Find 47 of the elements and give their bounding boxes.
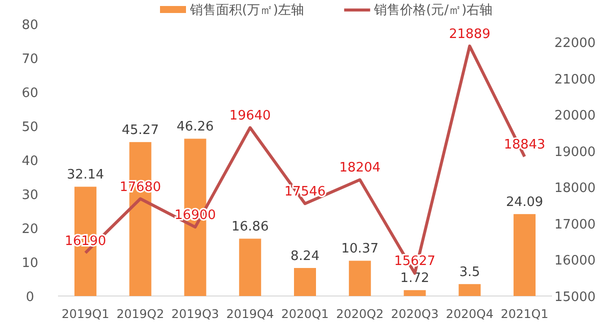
y2-tick-label: 21000 — [554, 72, 596, 88]
data-label: 16.86 — [232, 220, 269, 235]
data-label: 21889 — [448, 27, 490, 42]
bar — [514, 214, 536, 296]
data-label: 46.26 — [176, 120, 214, 135]
data-label: 16900 — [174, 208, 216, 224]
y2-tick-label: 16000 — [554, 254, 596, 269]
y-tick-label: 80 — [22, 18, 38, 33]
y-tick-label: 30 — [22, 188, 38, 203]
data-label: 8.24 — [290, 248, 320, 264]
data-label: 3.5 — [459, 265, 480, 280]
y2-tick-label: 17000 — [554, 217, 596, 232]
data-label: 10.37 — [341, 242, 378, 257]
bar — [458, 284, 481, 296]
y-tick-label: 50 — [22, 120, 38, 135]
y-tick-label: 40 — [22, 154, 38, 169]
y-tick-label: 10 — [22, 256, 38, 271]
y-tick-label: 70 — [22, 52, 38, 67]
x-tick-label: 2019Q1 — [62, 307, 110, 321]
y2-tick-label: 19000 — [554, 144, 596, 160]
data-label: 18204 — [339, 160, 381, 176]
x-tick-label: 2019Q2 — [116, 307, 164, 321]
y-tick-label: 0 — [26, 290, 34, 305]
data-label: 24.09 — [506, 195, 544, 210]
data-label: 45.27 — [122, 123, 159, 138]
bar — [239, 238, 262, 296]
y2-tick-label: 20000 — [554, 108, 596, 124]
x-tick-label: 2021Q1 — [500, 307, 548, 321]
x-tick-label: 2019Q3 — [171, 307, 220, 321]
bar — [348, 260, 371, 296]
x-tick-label: 2019Q4 — [226, 307, 274, 321]
legend-label: 销售价格(元/㎡)右轴 — [373, 3, 493, 18]
bar — [404, 290, 426, 296]
y2-tick-label: 18000 — [554, 181, 596, 196]
y-tick-label: 60 — [22, 86, 38, 101]
data-label: 32.14 — [66, 168, 104, 183]
x-tick-label: 2020Q3 — [390, 307, 439, 321]
legend-label: 销售面积(万㎡)左轴 — [189, 3, 304, 18]
y2-tick-label: 22000 — [554, 36, 596, 51]
x-tick-label: 2020Q4 — [446, 307, 494, 321]
x-tick-label: 2020Q2 — [336, 307, 384, 321]
bar — [294, 268, 316, 296]
y-tick-label: 20 — [22, 222, 38, 237]
x-tick-label: 2020Q1 — [281, 307, 329, 321]
data-label: 1.72 — [400, 271, 430, 286]
y2-tick-label: 15000 — [554, 290, 596, 305]
data-label: 19640 — [229, 108, 271, 124]
